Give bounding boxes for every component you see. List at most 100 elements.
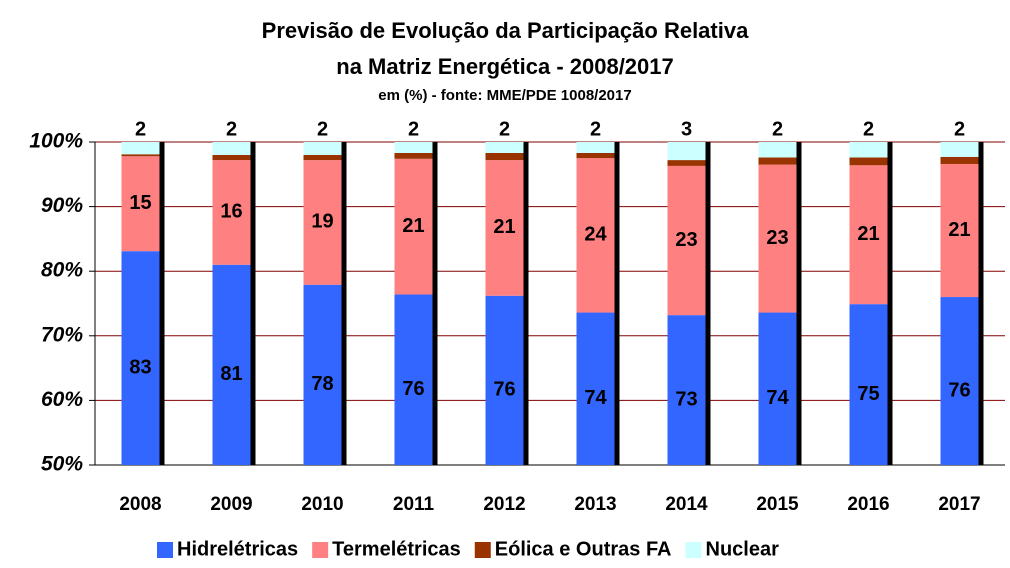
legend-label: Eólica e Outras FA <box>495 538 672 560</box>
bar-segment <box>303 160 342 285</box>
bar-shadow <box>796 142 802 465</box>
data-label: 76 <box>493 379 515 401</box>
chart-title: Previsão de Evolução da Participação Rel… <box>262 18 749 43</box>
bar-shadow <box>705 142 711 465</box>
bar-segment <box>212 154 251 161</box>
x-tick-label: 2012 <box>483 494 525 515</box>
bar-segment <box>576 142 615 153</box>
bar-segment <box>485 142 524 153</box>
legend-swatch <box>474 542 491 558</box>
data-label: 81 <box>220 363 242 385</box>
x-tick-label: 2010 <box>301 494 343 515</box>
x-tick-label: 2011 <box>393 494 435 515</box>
y-tick-label: 50% <box>41 453 83 476</box>
bar-segment <box>121 251 160 465</box>
x-tick-label: 2015 <box>756 494 799 515</box>
bar-segment <box>758 142 797 158</box>
data-label: 21 <box>857 223 879 245</box>
bar-shadow <box>432 142 438 465</box>
bar-segment <box>212 264 251 465</box>
data-label: 74 <box>584 387 607 409</box>
data-label: 3 <box>681 118 692 140</box>
bar-segment <box>758 157 797 165</box>
data-label: 2 <box>954 118 965 140</box>
x-tick-label: 2016 <box>847 494 889 515</box>
bar-segment <box>849 165 888 305</box>
data-label: 2 <box>226 118 237 140</box>
data-label: 73 <box>675 388 697 410</box>
data-label: 2 <box>590 118 601 140</box>
data-label: 24 <box>584 224 607 246</box>
bar-segment <box>303 154 342 161</box>
bar-segment <box>394 158 433 295</box>
data-label: 2 <box>408 118 419 140</box>
y-tick-label: 70% <box>41 323 83 346</box>
data-label: 21 <box>948 219 970 241</box>
data-label: 23 <box>675 229 697 251</box>
bar-segment <box>303 142 342 155</box>
bar-segment <box>758 164 797 313</box>
bar-segment <box>303 284 342 465</box>
legend-swatch <box>312 542 329 558</box>
y-tick-label: 80% <box>41 259 83 282</box>
x-tick-label: 2013 <box>574 494 616 515</box>
data-label: 76 <box>948 379 970 401</box>
data-label: 2 <box>317 118 328 140</box>
bar-segment <box>485 152 524 161</box>
legend-swatch <box>685 542 702 558</box>
bar-segment <box>394 142 433 153</box>
data-label: 74 <box>766 387 789 409</box>
bar-segment <box>849 304 888 465</box>
bar-shadow <box>250 142 256 465</box>
bar-segment <box>849 142 888 158</box>
x-tick-label: 2014 <box>665 494 708 515</box>
bar-shadow <box>523 142 529 465</box>
bar-segment <box>121 156 160 252</box>
bar-segment <box>667 165 706 316</box>
bar-segment <box>940 163 979 298</box>
data-label: 2 <box>499 118 510 140</box>
data-label: 15 <box>129 192 151 214</box>
legend-swatch <box>157 542 173 558</box>
data-label: 21 <box>493 216 515 238</box>
bar-segment <box>485 295 524 465</box>
bar-shadow <box>341 142 347 465</box>
bar-segment <box>212 142 251 155</box>
bar-shadow <box>159 142 165 465</box>
x-tick-label: 2017 <box>938 494 980 515</box>
bar-segment <box>940 142 979 157</box>
data-label: 2 <box>863 118 874 140</box>
chart-subtitle: em (%) - fonte: MME/PDE 1008/2017 <box>378 87 631 104</box>
bar-segment <box>667 160 706 166</box>
legend-label: Hidrelétricas <box>177 538 298 560</box>
y-tick-label: 100% <box>29 130 83 153</box>
bar-segment <box>121 142 160 155</box>
bar-segment <box>394 294 433 465</box>
bar-shadow <box>614 142 620 465</box>
bar-segment <box>849 157 888 166</box>
data-label: 23 <box>766 227 788 249</box>
data-label: 83 <box>129 356 151 378</box>
x-tick-label: 2008 <box>119 494 161 515</box>
data-label: 2 <box>135 118 146 140</box>
y-tick-label: 60% <box>41 388 83 411</box>
data-label: 2 <box>772 118 783 140</box>
y-tick-label: 90% <box>41 194 83 217</box>
bar-segment <box>485 160 524 296</box>
bar-segment <box>121 154 160 157</box>
bar-segment <box>940 297 979 465</box>
bar-segment <box>576 152 615 159</box>
data-label: 75 <box>857 383 879 405</box>
data-label: 16 <box>220 201 242 223</box>
bar-segment <box>576 158 615 313</box>
bar-segment <box>667 142 706 161</box>
chart-title: na Matriz Energética - 2008/2017 <box>336 54 674 79</box>
bar-segment <box>667 315 706 465</box>
data-label: 76 <box>402 378 424 400</box>
x-tick-label: 2009 <box>210 494 252 515</box>
bar-shadow <box>887 142 893 465</box>
data-label: 19 <box>311 211 333 233</box>
bar-segment <box>212 160 251 265</box>
data-label: 78 <box>311 373 333 395</box>
